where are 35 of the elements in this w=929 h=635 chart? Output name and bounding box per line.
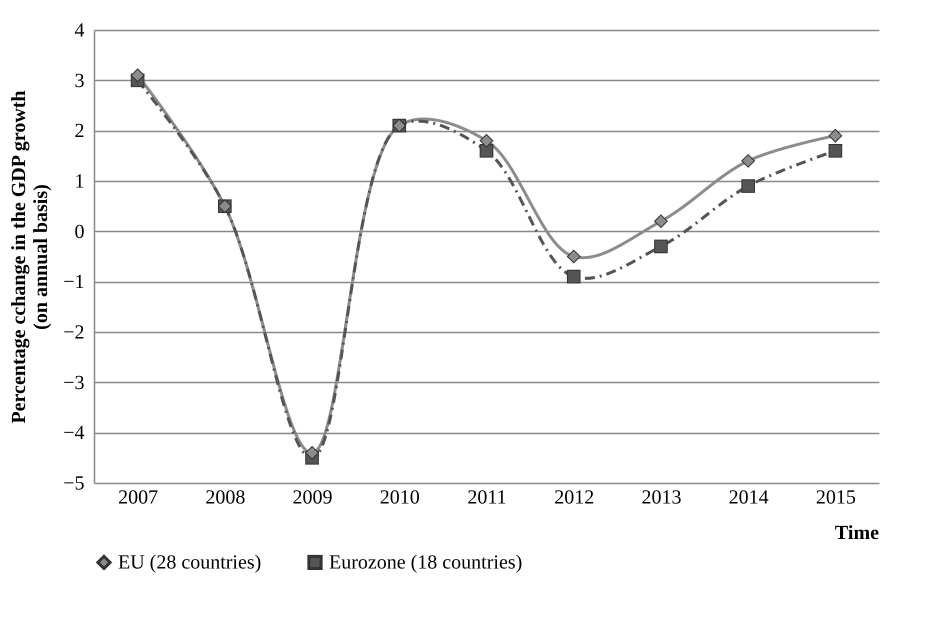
x-tick-label: 2007 — [118, 486, 158, 508]
x-tick-label: 2010 — [380, 486, 420, 508]
point — [654, 214, 668, 228]
x-tick-label: 2011 — [467, 486, 507, 508]
point — [741, 179, 755, 193]
point — [305, 446, 319, 460]
y-tick-label: 2 — [74, 120, 84, 142]
y-tick-label: 1 — [74, 170, 84, 192]
point — [654, 240, 668, 254]
y-tick-label: 4 — [74, 20, 84, 42]
point — [480, 134, 494, 148]
y-tick-label: 0 — [74, 220, 84, 243]
x-tick-label: 2012 — [554, 486, 594, 508]
x-tick-label: 2015 — [816, 486, 856, 508]
x-tick-label: 2013 — [641, 486, 682, 508]
legend-label: EU (28 countries) — [118, 551, 262, 574]
point — [741, 154, 755, 168]
y-tick-label: −4 — [63, 422, 84, 444]
x-axis-title: Time — [834, 522, 880, 544]
point — [130, 68, 144, 82]
point — [828, 128, 842, 143]
y-tick-label: −1 — [63, 271, 84, 294]
point — [480, 144, 494, 158]
y-tick-label: −5 — [63, 472, 84, 494]
y-tick-label: −3 — [63, 372, 84, 394]
point — [828, 144, 842, 158]
x-tick-label: 2008 — [205, 486, 246, 508]
x-tick-label: 2009 — [292, 486, 333, 508]
y-tick-label: −2 — [63, 322, 84, 344]
legend-label: Eurozone (18 countries) — [329, 551, 522, 574]
point — [566, 270, 581, 284]
point — [566, 250, 581, 264]
y-axis-title: Percentage cchange in the GDP growth (on annual basis) — [8, 90, 52, 424]
x-tick-label: 2014 — [728, 486, 769, 508]
y-tick-label: 3 — [74, 70, 84, 92]
